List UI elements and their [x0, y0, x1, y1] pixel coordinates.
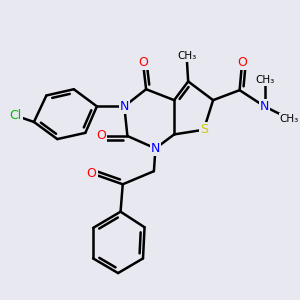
Text: Cl: Cl	[10, 109, 22, 122]
Text: O: O	[237, 56, 247, 69]
Text: O: O	[87, 167, 97, 180]
Text: O: O	[138, 56, 148, 69]
Text: CH₃: CH₃	[177, 51, 196, 61]
Text: N: N	[120, 100, 129, 113]
Text: N: N	[151, 142, 160, 155]
Text: CH₃: CH₃	[280, 114, 299, 124]
Text: S: S	[200, 123, 208, 136]
Text: N: N	[260, 100, 269, 113]
Text: O: O	[96, 130, 106, 142]
Text: CH₃: CH₃	[255, 75, 274, 85]
